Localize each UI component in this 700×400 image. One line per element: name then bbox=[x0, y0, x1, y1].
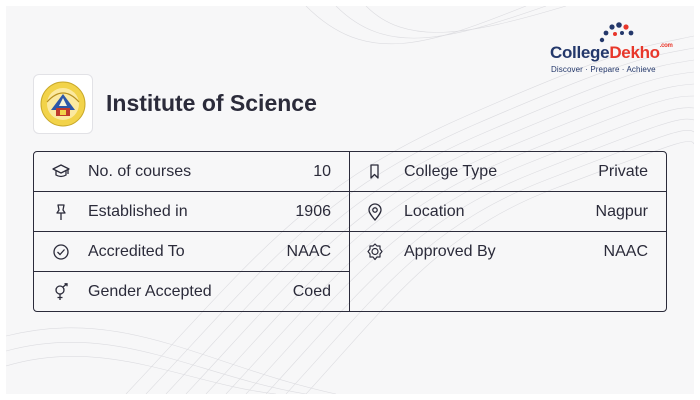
row-courses: No. of courses 10 bbox=[34, 152, 349, 192]
institute-title: Institute of Science bbox=[106, 90, 317, 116]
location-value: Nagpur bbox=[595, 203, 648, 220]
gender-value: Coed bbox=[292, 283, 331, 300]
collegedekho-brand-logo[interactable]: CollegeDekho.com Discover · Prepare · Ac… bbox=[550, 22, 690, 78]
row-approved: Approved By NAAC bbox=[350, 232, 666, 272]
gender-label: Gender Accepted bbox=[88, 283, 212, 300]
row-established: Established in 1906 bbox=[34, 192, 349, 232]
row-accredited: Accredited To NAAC bbox=[34, 232, 349, 272]
college-type-value: Private bbox=[598, 163, 648, 180]
college-type-label: College Type bbox=[404, 163, 498, 180]
courses-label: No. of courses bbox=[88, 163, 192, 180]
row-gender: Gender Accepted Coed bbox=[34, 272, 349, 312]
gender-icon bbox=[55, 283, 68, 300]
established-value: 1906 bbox=[295, 203, 331, 220]
badge-check-icon bbox=[367, 243, 383, 261]
check-circle-icon bbox=[53, 244, 69, 260]
brand-name: CollegeDekho.com bbox=[550, 43, 673, 62]
approved-label: Approved By bbox=[404, 243, 496, 260]
courses-value: 10 bbox=[313, 163, 331, 180]
established-label: Established in bbox=[88, 203, 188, 220]
institute-crest-icon bbox=[40, 81, 86, 127]
brand-dots-icon bbox=[599, 22, 634, 43]
location-label: Location bbox=[404, 203, 465, 220]
graduation-cap-icon bbox=[52, 164, 70, 178]
accredited-label: Accredited To bbox=[88, 243, 185, 260]
wave-pattern-background bbox=[6, 6, 694, 394]
brand-tagline: Discover · Prepare · Achieve bbox=[551, 65, 656, 74]
bookmark-icon bbox=[370, 164, 379, 179]
accredited-value: NAAC bbox=[286, 243, 331, 260]
column-divider bbox=[349, 152, 350, 311]
approved-value: NAAC bbox=[603, 243, 648, 260]
row-location: Location Nagpur bbox=[350, 192, 666, 232]
location-pin-icon bbox=[368, 203, 382, 221]
brand-suffix: .com bbox=[659, 43, 673, 49]
info-table: No. of courses 10 Established in 1906 Ac… bbox=[33, 151, 667, 312]
card-background bbox=[6, 6, 694, 394]
row-college-type: College Type Private bbox=[350, 152, 666, 192]
institute-logo bbox=[33, 74, 93, 134]
pin-icon bbox=[56, 204, 66, 220]
